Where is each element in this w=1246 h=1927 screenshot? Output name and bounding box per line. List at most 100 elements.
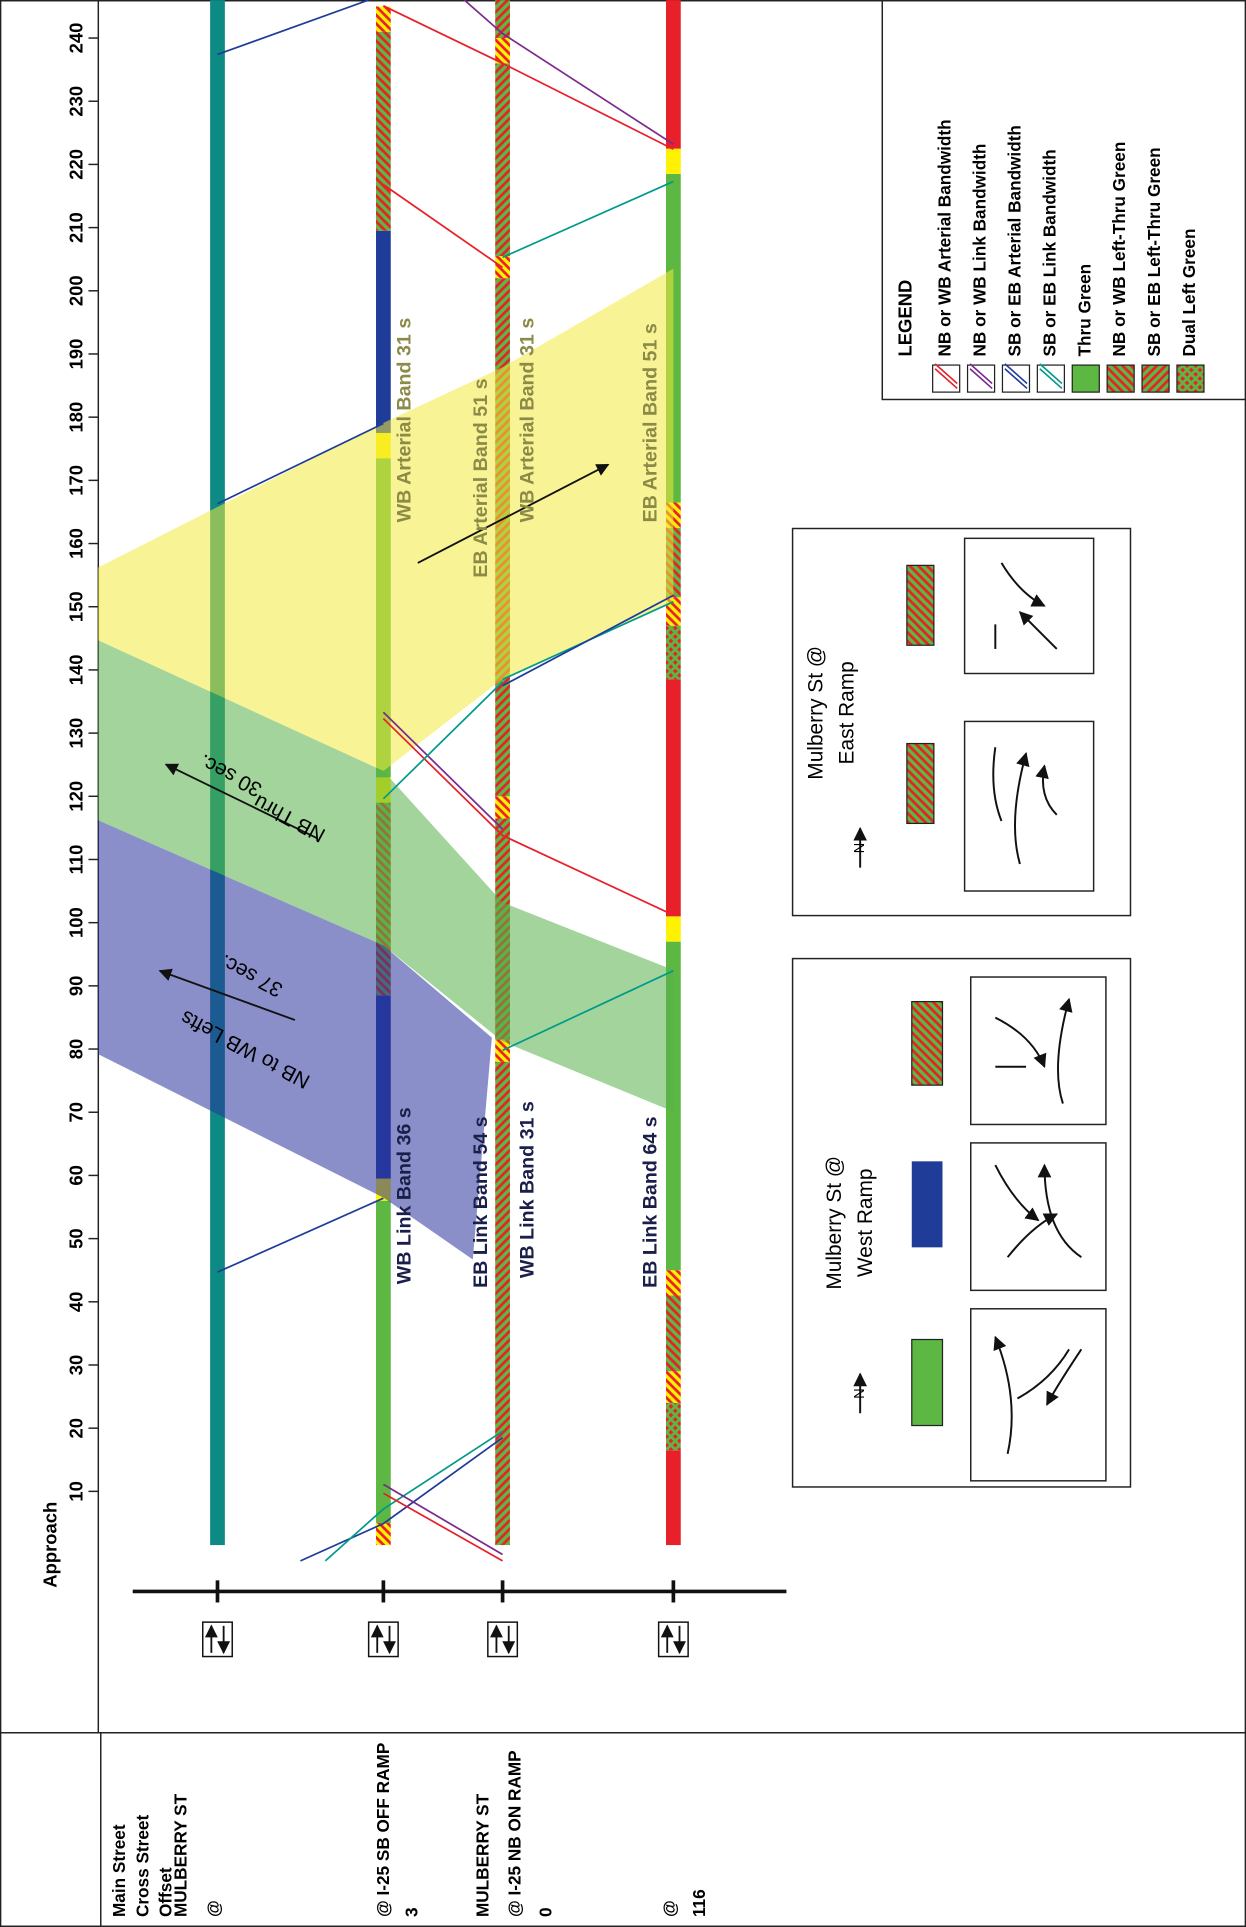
legend-swatch-line bbox=[1004, 368, 1028, 390]
bandwidth-band bbox=[98, 640, 674, 1112]
movement-box bbox=[970, 1142, 1107, 1292]
x-tick-label: 20 bbox=[65, 1418, 86, 1439]
legend-swatch-line bbox=[934, 368, 958, 390]
phase-bar bbox=[666, 1450, 681, 1546]
movement-arrow bbox=[992, 747, 1003, 822]
x-tick-label: 200 bbox=[65, 275, 86, 306]
row-label: 0 bbox=[535, 1907, 555, 1917]
legend-label: NB or WB Arterial Bandwidth bbox=[935, 119, 955, 356]
row-label: MULBERRY ST bbox=[170, 1793, 190, 1917]
band-annotation: EB Link Band 64 s bbox=[639, 1116, 661, 1288]
legend-box bbox=[881, 0, 1246, 401]
band-annotation: EB Arterial Band 51 s bbox=[470, 378, 492, 577]
row-label: 3 bbox=[401, 1907, 421, 1917]
movement-arrow bbox=[993, 1335, 1013, 1455]
legend-swatch-line bbox=[1039, 363, 1063, 385]
x-tick-label: 190 bbox=[65, 339, 86, 370]
bandwidth-line bbox=[324, 1430, 504, 1562]
north-label: N bbox=[852, 1388, 868, 1399]
x-tick-label: 50 bbox=[65, 1228, 86, 1249]
movement-arrow bbox=[994, 1164, 1040, 1222]
bandwidth-line bbox=[217, 0, 369, 56]
x-tick-label: 60 bbox=[65, 1165, 86, 1186]
movement-arrow bbox=[1000, 562, 1046, 607]
legend-label: SB or EB Arterial Bandwidth bbox=[1005, 125, 1025, 356]
phase-bar bbox=[376, 31, 391, 231]
bandwidth-band bbox=[98, 268, 674, 772]
x-tick-label: 40 bbox=[65, 1292, 86, 1313]
inset-title: West Ramp bbox=[854, 1168, 877, 1277]
x-tick-label: 70 bbox=[65, 1102, 86, 1123]
approach-icon bbox=[367, 1621, 399, 1658]
x-tick-label: 240 bbox=[65, 23, 86, 54]
movement-box bbox=[963, 720, 1095, 892]
bandwidth-line bbox=[217, 422, 384, 505]
legend-swatch-line bbox=[1039, 368, 1063, 390]
legend-swatch-line bbox=[969, 368, 993, 390]
legend-label: Thru Green bbox=[1074, 264, 1094, 357]
inset-swatch bbox=[911, 1161, 943, 1248]
movement-box bbox=[970, 976, 1107, 1126]
bandwidth-line bbox=[300, 1436, 504, 1562]
header-approach: Approach bbox=[39, 1502, 60, 1588]
movement-box bbox=[970, 1308, 1107, 1482]
inset-swatch bbox=[911, 1000, 944, 1086]
legend-swatch-line bbox=[934, 363, 958, 385]
legend-label: Dual Left Green bbox=[1179, 228, 1199, 356]
movement-arrow bbox=[994, 1016, 1047, 1068]
phase-bar bbox=[495, 0, 510, 39]
bandwidth-line bbox=[502, 594, 674, 687]
band-arrow bbox=[164, 763, 318, 839]
band-annotation: EB Link Band 54 s bbox=[470, 1116, 492, 1288]
phase-bar bbox=[666, 916, 681, 942]
row-label: @ I-25 NB ON RAMP bbox=[505, 1750, 525, 1917]
north-label: N bbox=[852, 843, 868, 854]
x-tick-label: 160 bbox=[65, 528, 86, 559]
phase-bar bbox=[376, 230, 391, 433]
x-tick-label: 140 bbox=[65, 655, 86, 686]
legend-title: LEGEND bbox=[895, 280, 916, 357]
x-tick-label: 110 bbox=[65, 845, 86, 875]
phase-bar bbox=[376, 1200, 391, 1523]
header-cross: Cross Street bbox=[132, 1815, 152, 1917]
movement-box bbox=[963, 537, 1095, 675]
x-tick-label: 180 bbox=[65, 402, 86, 433]
x-tick-label: 90 bbox=[65, 976, 86, 997]
legend-label: SB or EB Left-Thru Green bbox=[1144, 147, 1164, 356]
bandwidth-line bbox=[502, 180, 674, 259]
x-tick-label: 130 bbox=[65, 718, 86, 749]
movement-arrow bbox=[1057, 997, 1073, 1104]
row-label: @ bbox=[204, 1900, 224, 1917]
inset-title: Mulberry St @ bbox=[805, 646, 828, 780]
movement-arrow bbox=[1018, 611, 1058, 650]
phase-bar bbox=[666, 679, 681, 917]
movement-arrow bbox=[1035, 764, 1058, 816]
approach-icon bbox=[657, 1621, 689, 1658]
x-tick-label: 120 bbox=[65, 781, 86, 812]
legend-label: NB or WB Left-Thru Green bbox=[1109, 142, 1129, 357]
legend-label: SB or EB Link Bandwidth bbox=[1039, 149, 1059, 356]
legend-swatch bbox=[1071, 364, 1100, 393]
bandwidth-line bbox=[383, 5, 674, 151]
bandwidth-line bbox=[382, 711, 504, 830]
x-tick-label: 150 bbox=[65, 591, 86, 622]
row-label: 116 bbox=[689, 1889, 709, 1917]
approach-icon bbox=[202, 1621, 233, 1658]
approach-icon bbox=[487, 1621, 519, 1658]
phase-bar bbox=[666, 625, 681, 680]
legend-label: NB or WB Link Bandwidth bbox=[970, 144, 990, 357]
inset-swatch bbox=[906, 742, 935, 825]
legend-swatch-line bbox=[969, 363, 993, 385]
phase-bar bbox=[666, 148, 681, 174]
band-annotation: WB Link Band 36 s bbox=[394, 1107, 416, 1284]
bandwidth-line bbox=[502, 969, 674, 1052]
x-tick-label: 220 bbox=[65, 149, 86, 180]
movement-arrow bbox=[1014, 752, 1030, 865]
phase-bar bbox=[495, 796, 510, 819]
x-tick-label: 80 bbox=[65, 1039, 86, 1060]
phase-bar bbox=[666, 597, 681, 626]
x-tick-label: 230 bbox=[65, 86, 86, 117]
bandwidth-line bbox=[382, 717, 674, 916]
